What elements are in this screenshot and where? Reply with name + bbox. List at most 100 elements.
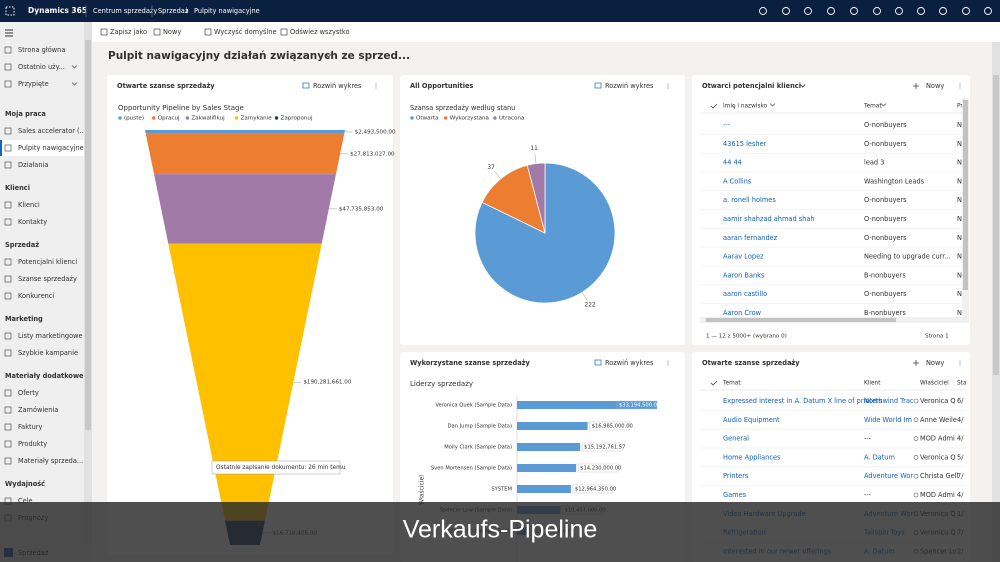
column-header[interactable]: Temat — [863, 104, 882, 110]
toolbar-icon[interactable] — [939, 7, 947, 15]
command-icon — [280, 28, 288, 36]
cell[interactable]: Expressed interest in A. Datum X line of… — [723, 397, 883, 405]
nav-item[interactable]: Ostatnio uży... — [18, 63, 65, 71]
nav-item[interactable]: Pulpity nawigacyjne — [18, 144, 84, 152]
cell[interactable]: aamir shahzad ahmad shah — [723, 215, 815, 223]
nav-item[interactable]: Zamówienia — [18, 406, 58, 414]
more-dot — [375, 83, 377, 85]
cell[interactable]: Audio Equipment — [723, 416, 780, 424]
nav-item[interactable]: Faktury — [18, 423, 43, 431]
chevron — [799, 84, 806, 88]
cell[interactable]: 44 44 — [723, 159, 742, 167]
panel-action[interactable]: Nowy — [926, 82, 944, 90]
nav-icon — [4, 144, 12, 152]
app-launcher[interactable] — [5, 6, 15, 16]
cell[interactable]: A Collins — [723, 177, 752, 185]
toolbar-icon[interactable] — [895, 7, 903, 15]
page-scroll-thumb — [993, 75, 999, 375]
panel-action[interactable]: Rozwiń wykres — [605, 359, 654, 367]
cell[interactable]: aaron castillo — [723, 290, 767, 298]
cell: --- — [864, 435, 872, 443]
cell[interactable]: --- — [723, 121, 731, 129]
app-name[interactable]: Dynamics 365 — [28, 6, 87, 15]
toolbar-icon[interactable] — [804, 7, 812, 15]
toolbar-icon[interactable] — [850, 7, 858, 15]
toolbar-icon[interactable] — [827, 7, 835, 15]
toolbar-icon[interactable] — [782, 7, 790, 15]
cell[interactable]: Aaron Banks — [723, 271, 765, 279]
breadcrumb[interactable]: Sprzedaż — [158, 7, 189, 15]
column-header[interactable]: Imię i nazwisko — [723, 104, 768, 110]
chevron — [71, 65, 78, 69]
cell[interactable]: Aarav Lopez — [723, 253, 764, 261]
nav-item[interactable]: Działania — [18, 161, 48, 169]
toolbar-icon[interactable] — [917, 7, 925, 15]
toolbar-icon[interactable] — [873, 7, 881, 15]
nav-item[interactable]: Szybkie kampanie — [18, 349, 78, 357]
nav-item[interactable]: Strona główna — [18, 46, 65, 54]
value-label: 11 — [530, 146, 538, 152]
nav-item[interactable]: Szanse sprzedaży — [18, 275, 77, 283]
column-header[interactable]: Temat — [722, 381, 741, 387]
nav-item[interactable]: Cele — [18, 497, 33, 505]
command[interactable]: Zapisz jako — [110, 28, 147, 36]
more-dot — [959, 87, 961, 89]
panel-action[interactable]: Nowy — [926, 359, 944, 367]
cell: N — [957, 253, 962, 261]
nav-item[interactable]: Przypięte — [18, 80, 49, 88]
command[interactable]: Odśwież wszystko — [290, 28, 349, 36]
value-label: $2,493,500.00 — [355, 130, 396, 136]
cell: N — [957, 234, 962, 242]
area-name[interactable]: Centrum sprzedaży — [93, 7, 157, 15]
nav-item[interactable]: Klienci — [18, 201, 40, 209]
cell[interactable]: aaran fernandez — [723, 234, 778, 242]
nav-item[interactable]: Oferty — [18, 389, 39, 397]
nav-icon — [4, 258, 12, 266]
breadcrumb[interactable]: Pulpity nawigacyjne — [194, 7, 260, 15]
status-dot — [913, 398, 919, 404]
more-dot — [667, 360, 669, 362]
cell[interactable]: Games — [723, 491, 747, 499]
cell: N — [957, 309, 962, 317]
nav-item[interactable]: Listy marketingowe — [18, 332, 83, 340]
bar — [517, 485, 571, 493]
leads-panel — [692, 75, 970, 345]
nav-icon — [4, 423, 12, 431]
panel-action[interactable]: Rozwiń wykres — [605, 82, 654, 90]
panel-title: Wykorzystane szanse sprzedaży — [410, 359, 530, 367]
more-dot — [667, 362, 669, 364]
dashboard-title[interactable]: Pulpit nawigacyjny działań związanych ze… — [108, 50, 410, 62]
column-header[interactable]: Pr — [957, 104, 963, 110]
cell[interactable]: a. ronell holmes — [723, 196, 776, 204]
cell[interactable]: Printers — [723, 472, 749, 480]
legend-label: Opracuj — [158, 116, 180, 122]
cell[interactable]: General — [723, 435, 749, 443]
nav-item[interactable]: Konkurenci — [18, 292, 54, 300]
command[interactable]: Wyczyść domyślne — [214, 28, 277, 36]
column-header[interactable]: Właściciel — [920, 380, 949, 387]
cell: 4/ — [957, 491, 964, 499]
column-header[interactable]: Klient — [864, 381, 881, 387]
panel-title[interactable]: Otwarte szanse sprzedaży — [702, 359, 800, 367]
nav-item[interactable]: Sales accelerator (... — [18, 127, 86, 135]
cell: 6/ — [957, 397, 964, 405]
panel-title[interactable]: Otwarci potencjalni klienci — [702, 82, 801, 90]
nav-section: Marketing — [5, 315, 43, 323]
tooltip: Ostatnie zapisanie dokumentu: 26 min tem… — [216, 465, 346, 471]
nav-item[interactable]: Potencjalni klienci — [18, 258, 77, 266]
pager: Strona 1 — [925, 334, 949, 340]
nav-item[interactable]: Produkty — [18, 440, 47, 448]
column-header[interactable]: Sta — [957, 381, 967, 387]
command[interactable]: Nowy — [163, 28, 181, 36]
nav-item[interactable]: Materiały sprzeda... — [18, 457, 83, 465]
cell: O-nonbuyers — [864, 121, 907, 129]
nav-icon — [4, 218, 12, 226]
cell[interactable]: Home Appliances — [723, 453, 781, 461]
cell[interactable]: Aaron Crow — [723, 309, 762, 317]
toolbar-icon[interactable] — [984, 7, 992, 15]
panel-action[interactable]: Rozwiń wykres — [313, 82, 362, 90]
toolbar-icon[interactable] — [962, 7, 970, 15]
cell[interactable]: 43615 lesher — [723, 140, 767, 148]
toolbar-icon[interactable] — [759, 7, 767, 15]
nav-item[interactable]: Kontakty — [18, 218, 47, 226]
